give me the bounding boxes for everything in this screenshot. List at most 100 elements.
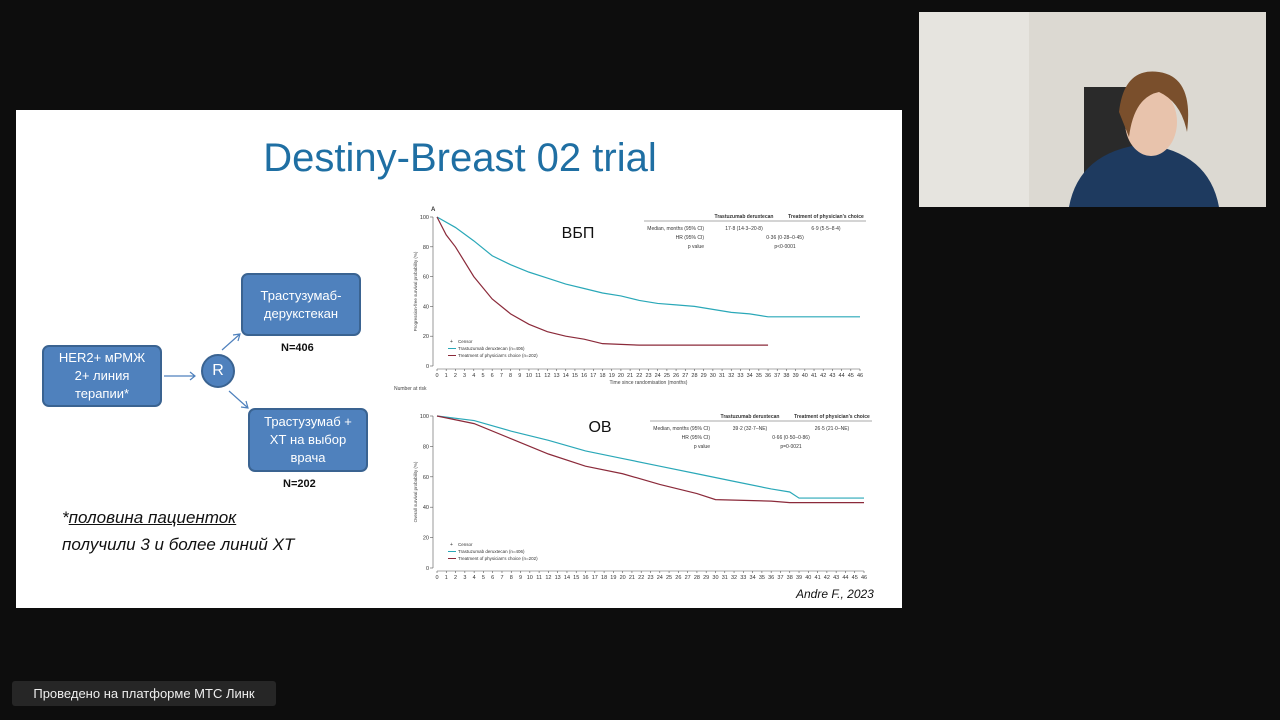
y-tick-label: 60 xyxy=(423,475,429,481)
legend-label: Treatment of physician's choice (n=202) xyxy=(458,353,538,358)
censor-marker: + xyxy=(450,542,453,548)
x-tick-label: 19 xyxy=(610,575,616,581)
x-tick-label: 16 xyxy=(581,373,587,379)
risk-label: Number at risk xyxy=(394,386,427,392)
scheme-arrows xyxy=(164,333,249,409)
arm1-box: Трастузумаб-дерукстекан xyxy=(241,273,361,336)
x-tick-label: 12 xyxy=(545,575,551,581)
x-tick-label: 24 xyxy=(657,575,663,581)
x-tick-label: 3 xyxy=(463,373,466,379)
x-tick-label: 10 xyxy=(527,575,533,581)
x-tick-label: 17 xyxy=(590,373,596,379)
x-tick-label: 16 xyxy=(582,575,588,581)
x-tick-label: 34 xyxy=(750,575,756,581)
y-tick-label: 40 xyxy=(423,304,429,310)
table-cell: p value xyxy=(694,444,710,450)
x-tick-label: 29 xyxy=(703,575,709,581)
table-cell: p=0·0021 xyxy=(780,444,801,450)
legend-label: Treatment of physician's choice (n=202) xyxy=(458,556,538,561)
x-tick-label: 28 xyxy=(694,575,700,581)
x-tick-label: 21 xyxy=(629,575,635,581)
x-tick-label: 44 xyxy=(842,575,848,581)
x-tick-label: 37 xyxy=(774,373,780,379)
slide-title: Destiny-Breast 02 trial xyxy=(263,136,657,180)
table-cell: 0·66 (0·50–0·86) xyxy=(772,435,810,441)
x-tick-label: 9 xyxy=(519,575,522,581)
slide xyxy=(16,110,902,608)
table-cell: Median, months (95% CI) xyxy=(653,426,710,432)
x-tick-label: 43 xyxy=(833,575,839,581)
x-tick-label: 46 xyxy=(861,575,867,581)
x-tick-label: 31 xyxy=(722,575,728,581)
x-tick-label: 30 xyxy=(710,373,716,379)
x-tick-label: 19 xyxy=(609,373,615,379)
y-axis-label: Overall survival probability (%) xyxy=(413,461,418,522)
survival-curve xyxy=(436,216,769,346)
y-tick-label: 60 xyxy=(423,275,429,281)
webcam-image xyxy=(919,12,1266,207)
x-tick-label: 20 xyxy=(620,575,626,581)
table-header: Treatment of physician's choice xyxy=(794,414,870,420)
x-tick-label: 22 xyxy=(638,575,644,581)
x-tick-label: 33 xyxy=(737,373,743,379)
x-tick-label: 9 xyxy=(518,373,521,379)
footnote: *половина пациенток xyxy=(62,508,236,528)
x-tick-label: 6 xyxy=(491,575,494,581)
panel-letter: A xyxy=(431,207,436,213)
x-tick-label: 34 xyxy=(747,373,753,379)
x-tick-label: 0 xyxy=(435,575,438,581)
arm1-n: N=406 xyxy=(281,342,314,354)
x-tick-label: 0 xyxy=(435,373,438,379)
x-tick-label: 27 xyxy=(685,575,691,581)
x-tick-label: 18 xyxy=(599,373,605,379)
y-tick-label: 80 xyxy=(423,444,429,450)
x-tick-label: 13 xyxy=(553,373,559,379)
x-tick-label: 2 xyxy=(454,575,457,581)
x-tick-label: 4 xyxy=(472,373,475,379)
y-tick-label: 20 xyxy=(423,536,429,542)
webcam xyxy=(919,12,1266,207)
x-tick-label: 15 xyxy=(572,373,578,379)
y-tick-label: 100 xyxy=(420,414,429,420)
chart-label: ВБП xyxy=(562,225,595,242)
censor-label: Censor xyxy=(458,339,473,344)
x-tick-label: 15 xyxy=(573,575,579,581)
y-tick-label: 0 xyxy=(426,364,429,370)
x-tick-label: 45 xyxy=(848,373,854,379)
x-tick-label: 36 xyxy=(765,373,771,379)
x-tick-label: 38 xyxy=(787,575,793,581)
x-tick-label: 42 xyxy=(824,575,830,581)
x-tick-label: 7 xyxy=(500,575,503,581)
x-tick-label: 25 xyxy=(664,373,670,379)
table-header: Trastuzumab deruxtecan xyxy=(715,214,774,220)
footnote-underlined: половина пациенток xyxy=(68,508,237,527)
x-tick-label: 4 xyxy=(473,575,476,581)
x-tick-label: 31 xyxy=(719,373,725,379)
y-tick-label: 40 xyxy=(423,505,429,511)
x-tick-label: 21 xyxy=(627,373,633,379)
x-tick-label: 22 xyxy=(636,373,642,379)
x-tick-label: 40 xyxy=(802,373,808,379)
table-cell: 0·36 (0·28–0·45) xyxy=(766,235,804,241)
platform-caption: Проведено на платформе МТС Линк xyxy=(12,681,276,706)
x-tick-label: 5 xyxy=(481,373,484,379)
table-cell: p<0·0001 xyxy=(774,244,795,250)
x-tick-label: 2 xyxy=(454,373,457,379)
x-tick-label: 14 xyxy=(563,373,569,379)
x-tick-label: 38 xyxy=(783,373,789,379)
footnote-star: * xyxy=(62,508,69,527)
x-tick-label: 40 xyxy=(805,575,811,581)
table-header: Treatment of physician's choice xyxy=(788,214,864,220)
footnote-line: получили 3 и более линий ХТ xyxy=(62,535,295,554)
population-box: HER2+ мРМЖ 2+ линия терапии* xyxy=(42,345,162,407)
x-tick-label: 46 xyxy=(857,373,863,379)
x-axis-label: Time since randomisation (months) xyxy=(610,380,688,386)
table-cell: Median, months (95% CI) xyxy=(647,226,704,232)
x-tick-label: 6 xyxy=(491,373,494,379)
x-tick-label: 25 xyxy=(666,575,672,581)
x-tick-label: 29 xyxy=(701,373,707,379)
table-cell: 26·5 (21·0–NE) xyxy=(815,426,850,432)
x-tick-label: 30 xyxy=(712,575,718,581)
